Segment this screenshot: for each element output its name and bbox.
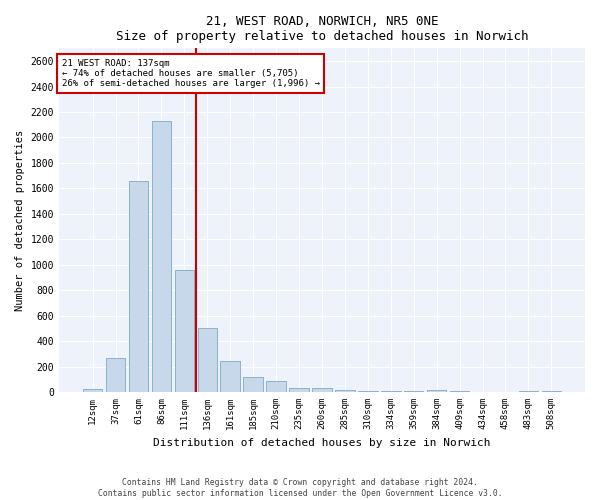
Bar: [175, 270, 194, 392]
Title: 21, WEST ROAD, NORWICH, NR5 0NE
Size of property relative to detached houses in : 21, WEST ROAD, NORWICH, NR5 0NE Size of …: [116, 15, 528, 43]
Text: 21 WEST ROAD: 137sqm
← 74% of detached houses are smaller (5,705)
26% of semi-de: 21 WEST ROAD: 137sqm ← 74% of detached h…: [62, 58, 320, 88]
Bar: [358, 391, 377, 392]
Text: Contains HM Land Registry data © Crown copyright and database right 2024.
Contai: Contains HM Land Registry data © Crown c…: [98, 478, 502, 498]
Bar: [289, 388, 309, 392]
Bar: [335, 390, 355, 392]
Bar: [381, 391, 401, 392]
X-axis label: Distribution of detached houses by size in Norwich: Distribution of detached houses by size …: [153, 438, 491, 448]
Bar: [244, 378, 263, 392]
Bar: [518, 391, 538, 392]
Bar: [106, 358, 125, 392]
Bar: [83, 389, 103, 392]
Bar: [197, 328, 217, 392]
Bar: [152, 121, 171, 392]
Bar: [220, 361, 240, 392]
Y-axis label: Number of detached properties: Number of detached properties: [15, 130, 25, 311]
Bar: [266, 380, 286, 392]
Bar: [427, 390, 446, 392]
Bar: [312, 388, 332, 392]
Bar: [129, 180, 148, 392]
